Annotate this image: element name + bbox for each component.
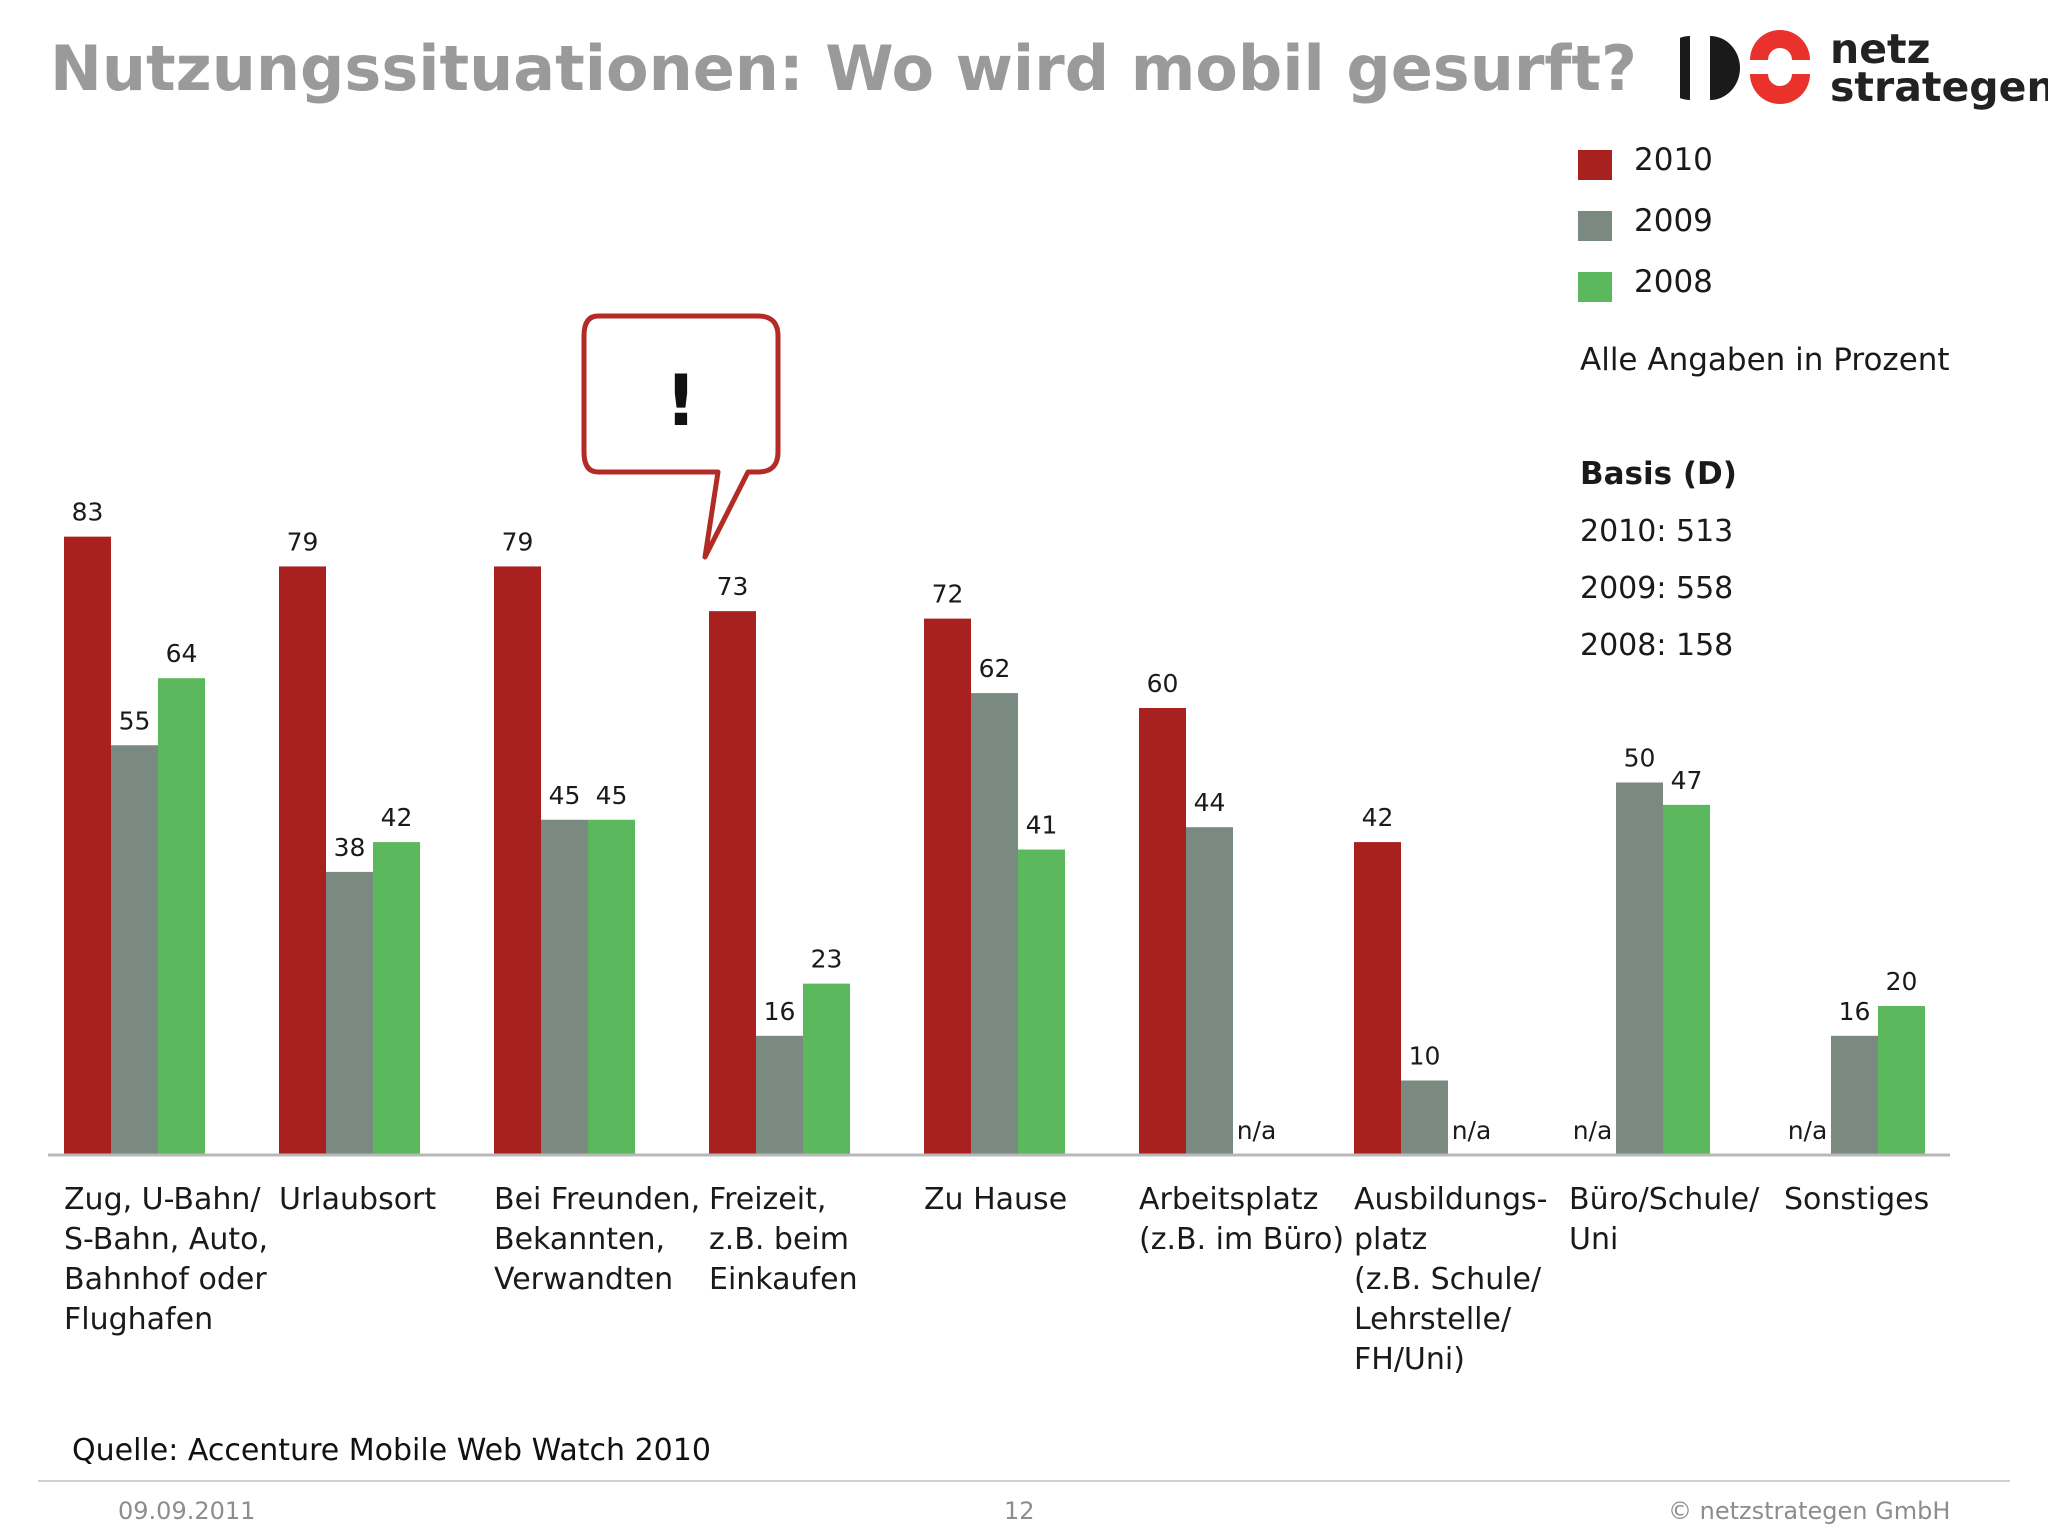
category-label-ausbildungs: Ausbildungs- platz (z.B. Schule/ Lehrste…: [1354, 1182, 1548, 1377]
footer-divider: [38, 1480, 2010, 1482]
bar-value-2008-4: 41: [1026, 811, 1058, 840]
logo-line-2: strategen: [1830, 63, 2048, 111]
bar-value-2010-2: 79: [502, 527, 534, 556]
bar-2009-6: [1401, 1080, 1448, 1155]
bar-value-2010-0: 83: [72, 498, 104, 527]
bar-2008-0: [158, 678, 205, 1155]
callout-text: !: [665, 360, 697, 442]
bar-label-na-2010-8: n/a: [1788, 1116, 1828, 1145]
callout-shape: [581, 313, 781, 560]
bar-value-2008-3: 23: [811, 945, 843, 974]
bar-value-2010-6: 42: [1362, 803, 1394, 832]
footer-copyright: © netzstrategen GmbH: [1668, 1497, 1951, 1525]
bar-2008-8: [1878, 1006, 1925, 1155]
category-label-zug-u-bahn: Zug, U-Bahn/ S-Bahn, Auto, Bahnhof oder …: [64, 1182, 269, 1337]
legend-swatch-2009: [1578, 211, 1612, 241]
logo-icon: [1680, 30, 1810, 104]
bar-2010-0: [64, 536, 111, 1155]
category-label-arbeitsplatz: Arbeitsplatz (z.B. im Büro): [1139, 1182, 1345, 1257]
source-note: Quelle: Accenture Mobile Web Watch 2010: [72, 1433, 711, 1468]
category-label-sonstiges: Sonstiges: [1784, 1182, 1930, 1217]
footer-date: 09.09.2011: [118, 1497, 256, 1525]
bar-value-2010-4: 72: [932, 580, 964, 609]
bar-value-2009-4: 62: [979, 654, 1011, 683]
bar-label-na-2008-6: n/a: [1452, 1116, 1492, 1145]
bar-2010-1: [279, 566, 326, 1155]
category-label-b-ro-schule: Büro/Schule/ Uni: [1569, 1182, 1760, 1257]
bar-value-2009-6: 10: [1409, 1042, 1441, 1071]
unit-note: Alle Angaben in Prozent: [1580, 342, 1950, 378]
category-label-urlaubsort: Urlaubsort: [279, 1182, 437, 1217]
legend-label-2010: 2010: [1634, 142, 1713, 178]
bar-value-2010-5: 60: [1147, 669, 1179, 698]
bar-2008-1: [373, 842, 420, 1155]
category-label-zu-hause: Zu Hause: [924, 1182, 1068, 1217]
bar-value-2009-8: 16: [1839, 997, 1871, 1026]
basis-line-2008: 2008: 158: [1580, 628, 1734, 663]
basis-line-2010: 2010: 513: [1580, 514, 1734, 549]
bar-2008-4: [1018, 849, 1065, 1155]
legend-label-2008: 2008: [1634, 264, 1713, 300]
bar-value-2009-7: 50: [1624, 744, 1656, 773]
category-label-bei-freunden: Bei Freunden, Bekannten, Verwandten: [494, 1182, 701, 1297]
bar-2008-2: [588, 819, 635, 1155]
bar-2008-3: [803, 983, 850, 1155]
bar-value-2009-3: 16: [764, 997, 796, 1026]
bar-value-2009-5: 44: [1194, 788, 1226, 817]
bar-value-2008-1: 42: [381, 803, 413, 832]
bar-2009-2: [541, 819, 588, 1155]
bar-2009-5: [1186, 827, 1233, 1155]
bar-2010-4: [924, 618, 971, 1155]
page-title: Nutzungssituationen: Wo wird mobil gesur…: [50, 32, 1637, 105]
bar-label-na-2010-7: n/a: [1573, 1116, 1613, 1145]
legend-swatch-2010: [1578, 150, 1612, 180]
category-label-freizeit: Freizeit, z.B. beim Einkaufen: [709, 1182, 858, 1297]
footer-page-number: 12: [1004, 1497, 1035, 1525]
bar-value-2009-1: 38: [334, 833, 366, 862]
basis-title: Basis (D): [1580, 456, 1737, 492]
bar-2009-0: [111, 745, 158, 1155]
bar-2009-4: [971, 693, 1018, 1155]
bar-2010-5: [1139, 708, 1186, 1155]
bar-2008-7: [1663, 804, 1710, 1155]
logo-line-1: netz: [1830, 25, 1931, 73]
bar-2009-3: [756, 1035, 803, 1155]
bar-value-2008-7: 47: [1671, 766, 1703, 795]
bar-value-2009-0: 55: [119, 706, 151, 735]
bar-value-2008-2: 45: [596, 781, 628, 810]
bar-value-2008-8: 20: [1886, 967, 1918, 996]
bar-value-2010-3: 73: [717, 572, 749, 601]
legend-label-2009: 2009: [1634, 203, 1713, 239]
bar-chart: 83 55 64 79 38 42 79 45 45 73 16 23 72 62 41 60 44 n/a 42 1…: [48, 313, 1950, 1157]
bar-value-2008-0: 64: [166, 639, 198, 668]
bar-value-2010-1: 79: [287, 527, 319, 556]
bar-2009-1: [326, 871, 373, 1155]
basis-line-2009: 2009: 558: [1580, 571, 1734, 606]
bar-2009-7: [1616, 782, 1663, 1155]
callout-bubble: !: [581, 313, 781, 560]
logo-wordmark: netz strategen: [1830, 25, 2048, 111]
bar-2010-6: [1354, 842, 1401, 1155]
legend-swatch-2008: [1578, 272, 1612, 302]
bar-label-na-2008-5: n/a: [1237, 1116, 1277, 1145]
bar-value-2009-2: 45: [549, 781, 581, 810]
bar-2010-2: [494, 566, 541, 1155]
bar-2010-3: [709, 611, 756, 1155]
bar-2009-8: [1831, 1035, 1878, 1155]
